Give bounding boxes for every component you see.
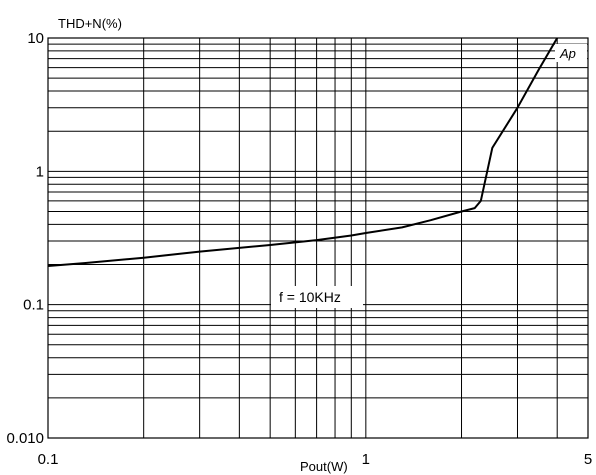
y-axis-label: THD+N(%): [58, 16, 122, 31]
annotation-ap-text: Ap: [559, 46, 576, 61]
y-tick-label: 10: [27, 30, 44, 47]
y-tick-label: 0.010: [6, 430, 44, 447]
annotation-ap: Ap: [555, 44, 587, 62]
annotation-frequency: f = 10KHz: [271, 286, 363, 308]
annotation-frequency-text: f = 10KHz: [279, 289, 341, 305]
x-axis-label: Pout(W): [300, 459, 348, 474]
grid: [48, 38, 588, 438]
x-tick-label: 5: [584, 451, 592, 468]
y-tick-label: 1: [36, 163, 44, 180]
series-layer: [47, 37, 559, 267]
x-tick-label: 0.1: [38, 451, 59, 468]
y-tick-label: 0.1: [23, 297, 44, 314]
tick-labels: 0.010 0.1 1 10 0.1 1 5: [6, 30, 592, 468]
plot-frame: [47, 37, 589, 439]
plot-border: [47, 37, 589, 439]
x-tick-label: 1: [362, 451, 370, 468]
series-line-thd-n: [47, 37, 559, 267]
